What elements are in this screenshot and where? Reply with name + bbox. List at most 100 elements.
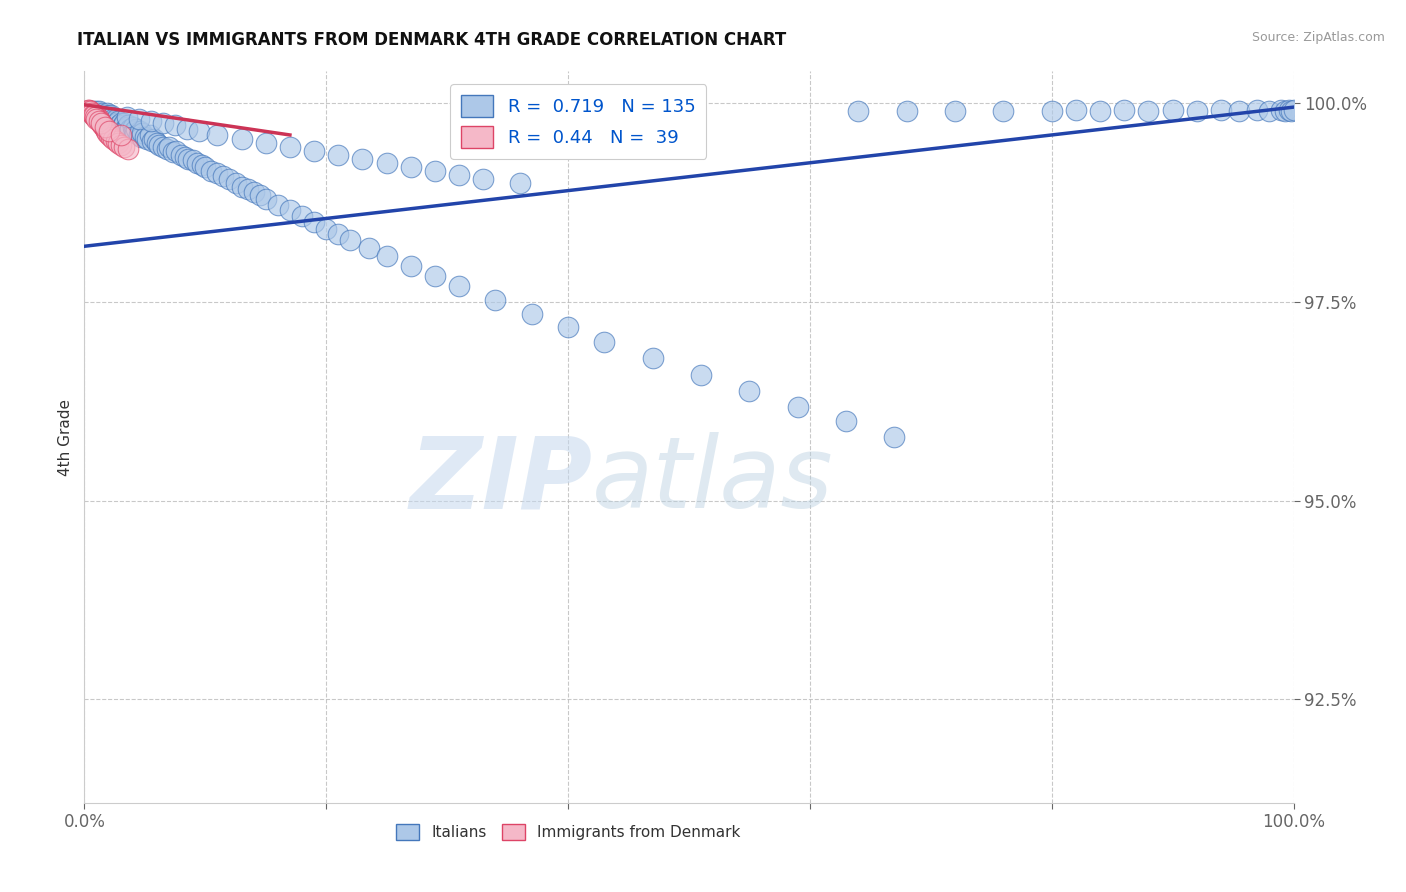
Point <box>96 105 118 120</box>
Point <box>98 111 121 125</box>
Text: atlas: atlas <box>592 433 834 530</box>
Point <box>97 108 120 122</box>
Point <box>278 203 301 218</box>
Point <box>190 158 212 172</box>
Point <box>200 163 222 178</box>
Point <box>117 119 139 133</box>
Point <box>124 127 146 141</box>
Point <box>1227 104 1250 119</box>
Point <box>86 112 108 126</box>
Point <box>86 108 108 122</box>
Point <box>91 105 114 120</box>
Point <box>557 320 579 334</box>
Point <box>129 124 152 138</box>
Point <box>111 120 134 134</box>
Point <box>231 179 253 194</box>
Point <box>87 112 110 126</box>
Point <box>100 129 122 144</box>
Point <box>101 111 124 125</box>
Point <box>104 112 127 126</box>
Point <box>93 108 115 122</box>
Point <box>148 137 170 152</box>
Point <box>94 121 117 136</box>
Point <box>1114 103 1136 117</box>
Point <box>138 128 160 142</box>
Point <box>96 127 118 141</box>
Point <box>449 279 471 293</box>
Point <box>1246 103 1268 117</box>
Legend: Italians, Immigrants from Denmark: Italians, Immigrants from Denmark <box>389 817 747 847</box>
Point <box>231 132 253 146</box>
Point <box>1278 103 1301 117</box>
Point <box>94 108 117 122</box>
Point <box>146 136 169 150</box>
Point <box>291 209 314 223</box>
Point <box>80 105 103 120</box>
Point <box>170 148 193 162</box>
Point <box>423 163 446 178</box>
Point <box>83 108 105 122</box>
Point <box>1282 103 1305 117</box>
Point <box>509 176 531 190</box>
Point <box>883 430 905 444</box>
Point <box>103 112 125 126</box>
Point <box>181 153 204 168</box>
Point <box>86 112 108 126</box>
Point <box>173 150 195 164</box>
Point <box>690 368 713 382</box>
Point <box>212 169 235 184</box>
Point <box>100 113 122 128</box>
Point <box>157 140 180 154</box>
Point <box>267 198 290 212</box>
Point <box>103 116 125 130</box>
Point <box>593 334 616 349</box>
Point <box>107 113 129 128</box>
Point <box>94 120 117 134</box>
Point <box>278 140 301 154</box>
Point <box>131 127 153 141</box>
Point <box>177 152 200 166</box>
Point <box>80 105 103 120</box>
Y-axis label: 4th Grade: 4th Grade <box>58 399 73 475</box>
Point <box>207 128 229 142</box>
Point <box>186 155 208 169</box>
Point <box>835 414 858 428</box>
Point <box>91 119 114 133</box>
Point <box>103 132 125 146</box>
Point <box>107 136 129 150</box>
Point <box>87 104 110 119</box>
Point <box>155 142 177 156</box>
Point <box>139 113 162 128</box>
Point <box>83 108 105 122</box>
Point <box>114 121 136 136</box>
Point <box>254 192 277 206</box>
Point <box>77 103 100 117</box>
Point <box>152 116 174 130</box>
Point <box>225 176 247 190</box>
Point <box>236 182 259 196</box>
Point <box>315 221 337 235</box>
Point <box>1040 104 1063 119</box>
Point <box>90 116 112 130</box>
Point <box>141 134 163 148</box>
Point <box>104 113 127 128</box>
Point <box>105 116 128 130</box>
Point <box>357 241 380 255</box>
Point <box>375 155 398 169</box>
Point <box>118 124 141 138</box>
Point <box>79 104 101 119</box>
Point <box>165 144 187 158</box>
Point <box>129 129 152 144</box>
Point <box>87 108 110 122</box>
Point <box>1161 103 1184 117</box>
Point <box>399 259 422 273</box>
Point <box>520 307 543 321</box>
Point <box>449 168 471 182</box>
Point <box>84 108 107 122</box>
Point <box>472 171 495 186</box>
Point <box>84 111 107 125</box>
Point <box>125 121 148 136</box>
Point <box>484 293 506 308</box>
Text: ZIP: ZIP <box>409 433 592 530</box>
Point <box>90 116 112 130</box>
